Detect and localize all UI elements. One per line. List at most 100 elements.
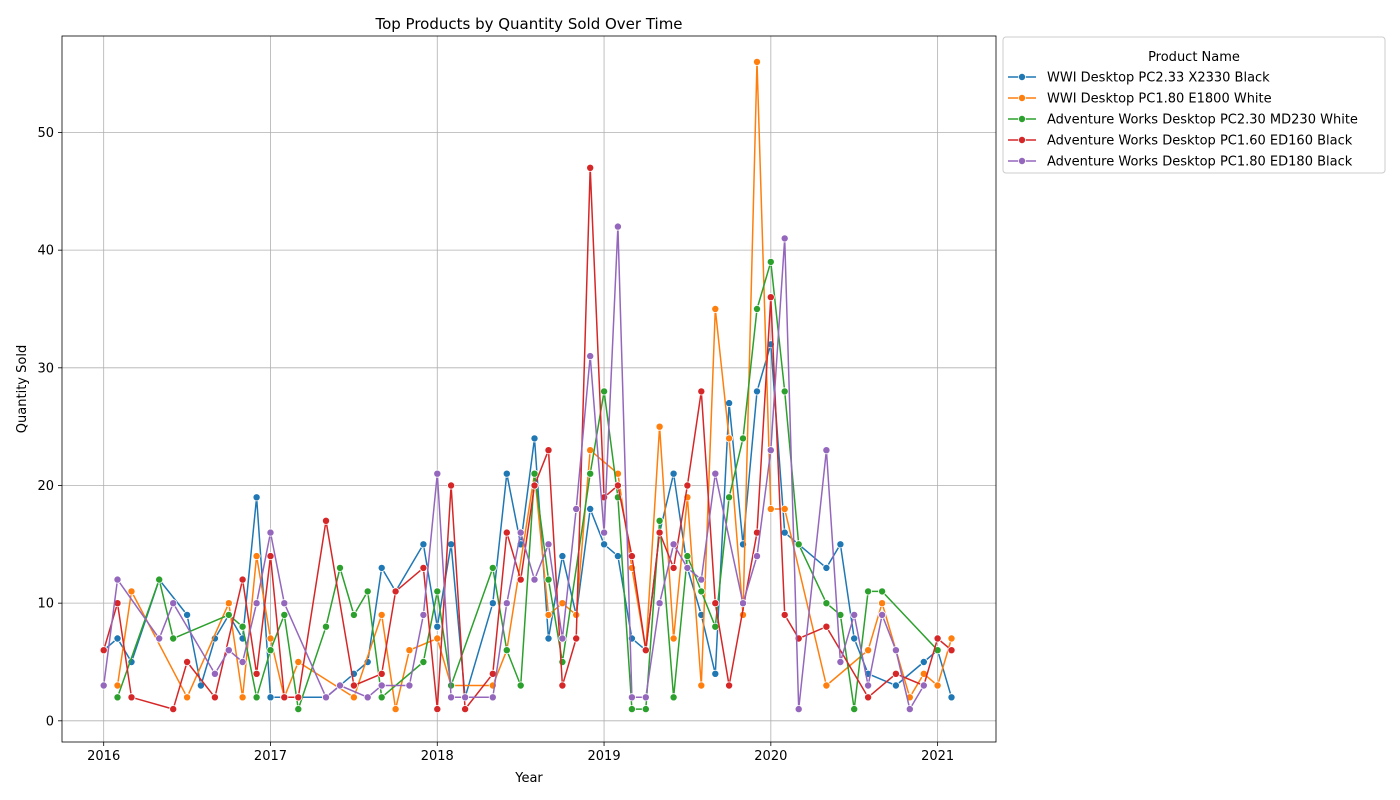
data-point (753, 552, 762, 561)
data-point (891, 681, 900, 690)
data-point (878, 587, 887, 596)
data-point (850, 634, 859, 643)
data-point (488, 599, 497, 608)
y-axis: 0 10 20 30 40 50 (37, 126, 62, 729)
legend-label: WWI Desktop PC1.80 E1800 White (1047, 92, 1272, 107)
data-point (349, 693, 358, 702)
data-point (669, 469, 678, 478)
data-point (794, 540, 803, 549)
data-point (419, 563, 428, 572)
data-point (113, 575, 122, 584)
data-point (780, 387, 789, 396)
data-point (516, 681, 525, 690)
x-tick-label: 2016 (87, 749, 120, 764)
data-point (558, 681, 567, 690)
y-tick-label: 0 (46, 714, 54, 729)
data-point (266, 552, 275, 561)
data-point (502, 646, 511, 655)
data-point (377, 563, 386, 572)
legend-entry: WWI Desktop PC1.80 E1800 White (1008, 92, 1272, 107)
data-point (891, 646, 900, 655)
data-point (321, 693, 330, 702)
data-point (572, 504, 581, 513)
data-point (169, 599, 178, 608)
data-point (780, 528, 789, 537)
data-point (600, 387, 609, 396)
data-point (600, 540, 609, 549)
data-point (711, 669, 720, 678)
data-point (864, 681, 873, 690)
data-point (641, 693, 650, 702)
data-point (433, 634, 442, 643)
series-layer (99, 57, 956, 714)
data-point (391, 587, 400, 596)
series-3 (113, 257, 942, 714)
data-point (753, 387, 762, 396)
data-point (321, 622, 330, 631)
data-point (586, 352, 595, 361)
data-point (613, 481, 622, 490)
data-point (780, 234, 789, 243)
data-point (697, 610, 706, 619)
x-tick-label: 2021 (921, 749, 954, 764)
data-point (558, 634, 567, 643)
data-point (891, 669, 900, 678)
data-point (822, 446, 831, 455)
data-point (766, 293, 775, 302)
legend: Product Name WWI Desktop PC2.33 X2330 Bl… (1002, 36, 1386, 174)
data-point (641, 646, 650, 655)
data-point (683, 552, 692, 561)
data-point (655, 422, 664, 431)
data-point (725, 493, 734, 502)
data-point (280, 610, 289, 619)
data-point (739, 434, 748, 443)
data-point (405, 681, 414, 690)
data-point (544, 610, 553, 619)
x-tick-label: 2018 (421, 749, 454, 764)
data-point (127, 693, 136, 702)
data-point (850, 705, 859, 714)
data-point (766, 257, 775, 266)
data-point (530, 469, 539, 478)
data-point (725, 681, 734, 690)
data-point (544, 540, 553, 549)
data-point (433, 622, 442, 631)
data-point (822, 681, 831, 690)
x-tick-label: 2017 (254, 749, 287, 764)
data-point (294, 658, 303, 667)
legend-swatch-marker (1018, 115, 1027, 124)
data-point (238, 693, 247, 702)
data-point (780, 504, 789, 513)
legend-entry: Adventure Works Desktop PC1.80 ED180 Bla… (1008, 155, 1353, 170)
data-point (266, 646, 275, 655)
data-point (558, 658, 567, 667)
y-tick-label: 30 (37, 361, 54, 376)
data-point (419, 658, 428, 667)
data-point (516, 575, 525, 584)
data-point (377, 693, 386, 702)
data-point (933, 634, 942, 643)
data-point (836, 658, 845, 667)
data-point (530, 481, 539, 490)
data-point (502, 599, 511, 608)
data-point (739, 599, 748, 608)
data-point (711, 304, 720, 313)
data-point (753, 57, 762, 66)
chart-title: Top Products by Quantity Sold Over Time (374, 15, 682, 33)
data-point (252, 493, 261, 502)
data-point (586, 163, 595, 172)
legend-entry: Adventure Works Desktop PC2.30 MD230 Whi… (1008, 113, 1358, 128)
series-4 (99, 163, 956, 714)
data-point (905, 705, 914, 714)
data-point (169, 705, 178, 714)
data-point (461, 693, 470, 702)
data-point (488, 693, 497, 702)
data-point (586, 504, 595, 513)
data-point (697, 681, 706, 690)
data-point (238, 575, 247, 584)
data-point (655, 516, 664, 525)
data-point (252, 669, 261, 678)
plot-frame (61, 35, 997, 743)
data-point (183, 658, 192, 667)
